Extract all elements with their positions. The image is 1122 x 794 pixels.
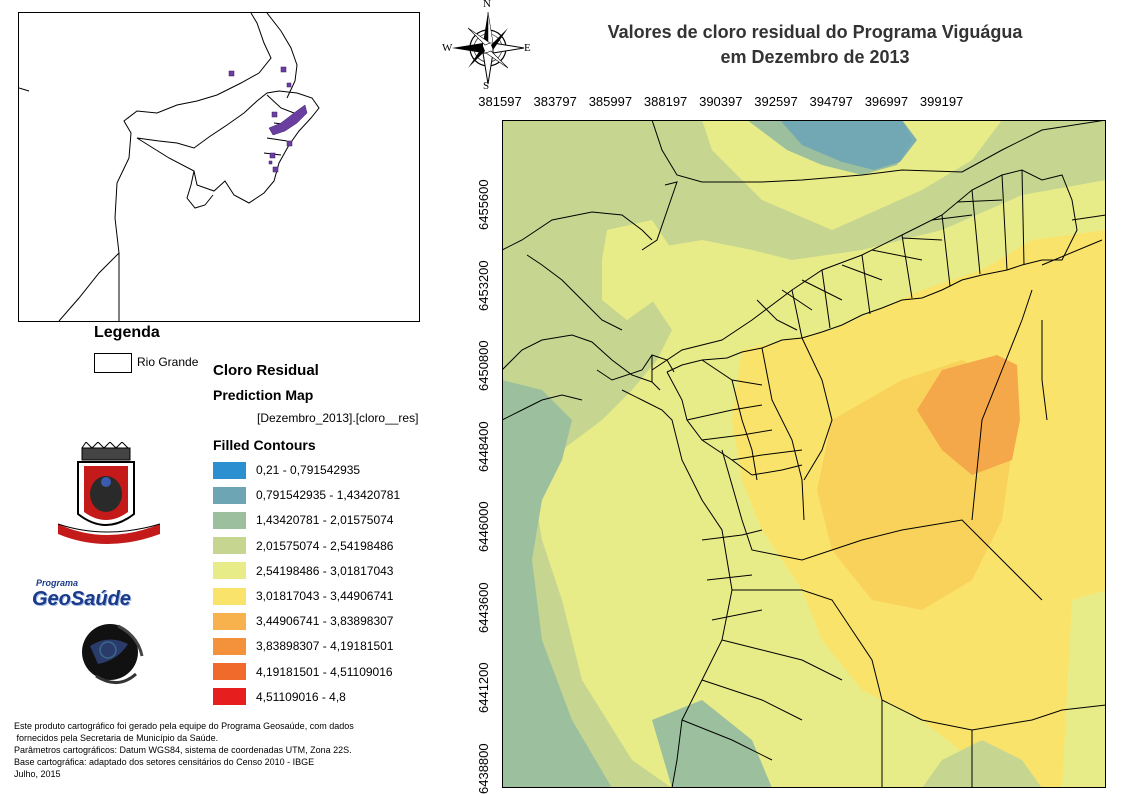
- credits-line-4: Base cartográfica: adaptado dos setores …: [14, 757, 315, 767]
- legend-class-row: 0,791542935 - 1,43420781: [213, 486, 400, 504]
- legend-class-label: 4,19181501 - 4,51109016: [256, 664, 393, 679]
- legend-class-swatch: [213, 562, 246, 580]
- legend-class-swatch: [213, 637, 246, 655]
- credits-line-2: fornecidos pela Secretaria de Município …: [14, 733, 219, 743]
- legend-class-row: 2,01575074 - 2,54198486: [213, 537, 393, 555]
- prediction-map-label: Prediction Map: [213, 387, 314, 403]
- legend-class-row: 1,43420781 - 2,01575074: [213, 511, 393, 529]
- field-label: [Dezembro_2013].[cloro__res]: [257, 411, 419, 425]
- legend-class-swatch: [213, 461, 246, 479]
- legend-class-row: 4,51109016 - 4,8: [213, 688, 346, 706]
- compass-south-label: S: [483, 80, 490, 92]
- y-tick-label: 6443600: [476, 581, 491, 633]
- map-credits: Este produto cartográfico foi gerado pel…: [14, 720, 484, 780]
- x-tick-label: 390397: [699, 94, 743, 109]
- y-tick-label: 6455600: [476, 179, 491, 230]
- legend-class-row: 3,01817043 - 3,44906741: [213, 587, 393, 605]
- y-tick-label: 6448400: [476, 420, 491, 472]
- y-coordinate-axis: 6455600 6453200 6450800 6448400 6446000 64436…: [468, 120, 502, 793]
- legend-class-swatch: [213, 511, 246, 529]
- legend-class-label: 3,44906741 - 3,83898307: [256, 614, 394, 629]
- city-coat-of-arms-logo: [52, 441, 170, 552]
- legend-title: Legenda: [94, 324, 160, 341]
- compass-west-label: W: [442, 42, 453, 54]
- inset-overview-map: [18, 12, 420, 322]
- legend-class-row: 4,19181501 - 4,51109016: [213, 663, 393, 681]
- layer-title: Cloro Residual: [213, 362, 319, 379]
- legend-class-label: 0,21 - 0,791542935: [256, 463, 361, 477]
- x-coordinate-axis: 381597 383797 385997 388197 390397 392597 3947…: [460, 92, 1120, 120]
- globe-icon: [82, 624, 144, 684]
- x-tick-label: 394797: [809, 94, 853, 109]
- legend-class-swatch: [213, 486, 246, 504]
- x-tick-label: 381597: [478, 94, 522, 109]
- rio-grande-swatch: [94, 353, 132, 373]
- legend-class-label: 0,791542935 - 1,43420781: [256, 488, 401, 503]
- compass-north-label: N: [483, 0, 491, 10]
- programa-logo-text: Programa: [36, 578, 79, 588]
- y-tick-label: 6446000: [476, 501, 491, 552]
- legend-class-swatch: [213, 612, 246, 630]
- x-tick-label: 392597: [754, 94, 798, 109]
- legend-class-swatch: [213, 688, 246, 706]
- x-tick-label: 399197: [919, 94, 964, 109]
- geosaude-logo-text: GeoSaúde: [32, 588, 131, 610]
- x-tick-label: 388197: [643, 94, 688, 109]
- legend-class-swatch: [213, 587, 246, 605]
- y-tick-label: 6450800: [476, 340, 491, 391]
- x-tick-label: 385997: [588, 94, 633, 109]
- legend-class-swatch: [213, 663, 246, 681]
- legend-class-label: 4,51109016 - 4,8: [256, 689, 346, 704]
- map-title-line-1: Valores de cloro residual do Programa Vi…: [607, 22, 1023, 42]
- north-arrow-compass-icon: N S E W: [438, 0, 548, 92]
- credits-line-1: Este produto cartográfico foi gerado pel…: [14, 721, 354, 731]
- legend-class-label: 2,01575074 - 2,54198486: [256, 538, 394, 553]
- credits-line-5: Julho, 2015: [14, 769, 61, 779]
- inset-map-drawing: [18, 12, 320, 322]
- legend-class-row: 3,44906741 - 3,83898307: [213, 612, 393, 630]
- legend-class-label: 1,43420781 - 2,01575074: [256, 513, 394, 528]
- x-tick-label: 383797: [533, 94, 577, 109]
- y-tick-label: 6441200: [476, 662, 491, 713]
- legend-class-swatch: [213, 537, 246, 555]
- rio-grande-label: Rio Grande: [137, 355, 199, 369]
- x-tick-label: 396997: [864, 94, 909, 109]
- legend-class-label: 3,01817043 - 3,44906741: [256, 589, 394, 603]
- y-tick-label: 6453200: [476, 259, 491, 311]
- legend-class-row: 2,54198486 - 3,01817043: [213, 562, 393, 580]
- map-title: Valores de cloro residual do Programa Vi…: [560, 20, 1070, 70]
- legend-class-label: 3,83898307 - 4,19181501: [256, 639, 394, 654]
- main-map: [501, 119, 1107, 789]
- legend-class-label: 2,54198486 - 3,01817043: [256, 563, 394, 578]
- map-title-line-2: em Dezembro de 2013: [720, 47, 910, 67]
- geosaude-logo: Programa GeoSaúde: [30, 578, 180, 690]
- legend-class-row: 0,21 - 0,791542935: [213, 461, 360, 479]
- compass-east-label: E: [524, 42, 531, 54]
- filled-contours-label: Filled Contours: [213, 437, 316, 453]
- chlorine-contour-map: [501, 119, 1107, 789]
- credits-line-3: Parâmetros cartográficos: Datum WGS84, s…: [14, 745, 352, 755]
- legend-class-row: 3,83898307 - 4,19181501: [213, 637, 393, 655]
